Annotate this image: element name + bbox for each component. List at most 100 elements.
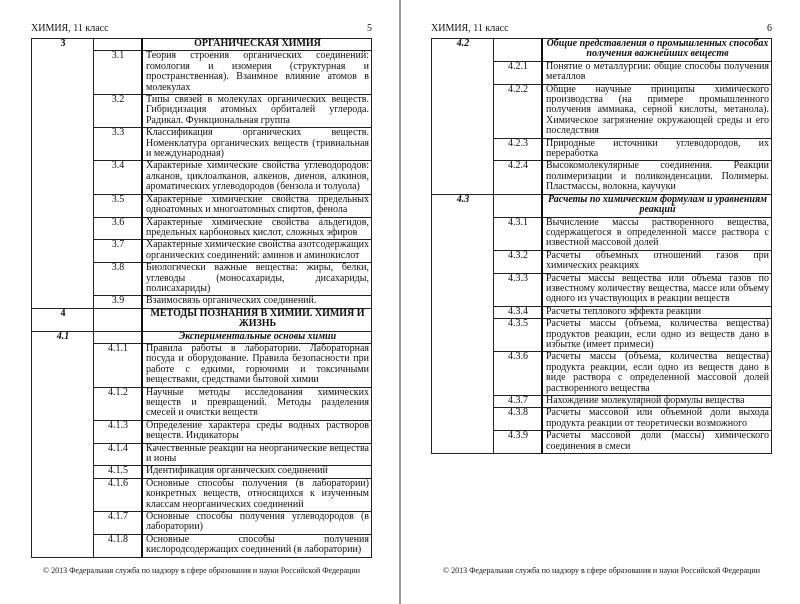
item-text-cell: Расчеты массовой или объемной доли выход… bbox=[541, 407, 772, 432]
item-text-cell: Высокомолекулярные соединения. Реакции п… bbox=[541, 160, 772, 195]
section-code-cell bbox=[431, 273, 494, 307]
item-code-cell bbox=[493, 193, 543, 217]
section-code-cell bbox=[31, 465, 94, 479]
header-title: ХИМИЯ, 11 класс bbox=[31, 23, 109, 34]
table-row: 4.3.7 Нахождение молекулярной формулы вещ… bbox=[431, 394, 772, 409]
table-row: 4.1.2 Научные методы исследования химичес… bbox=[31, 386, 372, 421]
section-code-cell bbox=[31, 262, 94, 296]
section-code-cell bbox=[431, 351, 494, 396]
item-text-cell: Определение характера среды водных раств… bbox=[141, 419, 372, 444]
item-code-cell: 4.3.5 bbox=[493, 318, 543, 353]
item-code-cell: 3.6 bbox=[93, 216, 143, 241]
item-code-cell: 4.2.1 bbox=[493, 60, 543, 85]
section-row: 3 ОРГАНИЧЕСКАЯ ХИМИЯ bbox=[31, 37, 372, 52]
item-text-cell: Типы связей в молекулах органических вещ… bbox=[141, 94, 372, 129]
item-code-cell bbox=[493, 38, 543, 62]
section-code-cell bbox=[31, 534, 94, 558]
item-text-cell: Качественные реакции на неорганические в… bbox=[141, 442, 372, 467]
section-code-cell bbox=[31, 478, 94, 512]
item-code-cell: 4.1.8 bbox=[93, 533, 143, 558]
item-text-cell: Основные способы получения кислородсодер… bbox=[141, 533, 372, 558]
section-code-cell bbox=[431, 407, 494, 431]
section-code-cell bbox=[431, 160, 494, 195]
section-code-cell bbox=[431, 306, 494, 319]
header-title: ХИМИЯ, 11 класс bbox=[431, 23, 509, 34]
page-footer: © 2013 Федеральная служба по надзору в с… bbox=[43, 565, 360, 575]
item-text-cell: Нахождение молекулярной формулы вещества bbox=[541, 394, 772, 409]
section-code-cell bbox=[431, 84, 494, 139]
table-row: 4.1.6 Основные способы получения (в лабор… bbox=[31, 477, 372, 513]
item-code-cell: 3.2 bbox=[93, 94, 143, 129]
item-text-cell: Расчеты массы (объема, количества вещест… bbox=[541, 351, 772, 396]
item-code-cell bbox=[93, 37, 143, 51]
page-left: ХИМИЯ, 11 класс 5 3 ОРГАНИЧЕСКАЯ ХИМИЯ 3.1 Те… bbox=[0, 0, 399, 604]
item-code-cell: 4.3.4 bbox=[493, 305, 543, 320]
table-row: 4.3.8 Расчеты массовой или объемной доли … bbox=[431, 407, 772, 432]
table-row: 4.2.1 Понятие о металлургии: общие способ… bbox=[431, 60, 772, 85]
item-code-cell: 4.1.5 bbox=[93, 465, 143, 479]
item-code-cell: 4.3.6 bbox=[493, 351, 543, 396]
item-text-cell: Характерные химические свойства альдегид… bbox=[141, 216, 372, 241]
table-row: 4.2.2 Общие научные принципы химического … bbox=[431, 83, 772, 139]
page-header: ХИМИЯ, 11 класс 6 bbox=[431, 0, 772, 38]
section-code-cell bbox=[31, 94, 94, 128]
table-row: 4.3.4 Расчеты теплового эффекта реакции bbox=[431, 305, 772, 320]
item-text-cell: Расчеты массовой доли (массы) химическог… bbox=[541, 430, 772, 455]
section-code-cell: 4 bbox=[31, 307, 94, 332]
table-row: 4.3.1 Вычисление массы растворенного веще… bbox=[431, 216, 772, 251]
table-row: 4.1.4 Качественные реакции на неорганичес… bbox=[31, 442, 372, 467]
item-text-cell: Правила работы в лаборатории. Лабораторн… bbox=[141, 342, 372, 388]
item-text-cell: Вычисление массы растворенного вещества,… bbox=[541, 216, 772, 251]
page-spacer bbox=[431, 454, 772, 566]
item-code-cell: 3.4 bbox=[93, 160, 143, 195]
item-text-cell: Характерные химические свойства азотсоде… bbox=[141, 239, 372, 264]
table-row: 4.1.3 Определение характера среды водных … bbox=[31, 419, 372, 444]
table-row: 4.1.7 Основные способы получения углеводо… bbox=[31, 511, 372, 535]
table-row: 4.1.8 Основные способы получения кислород… bbox=[31, 533, 372, 558]
table-row: 3.2 Типы связей в молекулах органических … bbox=[31, 94, 372, 129]
item-code-cell: 3.8 bbox=[93, 262, 143, 297]
item-code-cell bbox=[93, 330, 143, 344]
section-code-cell bbox=[31, 511, 94, 535]
table-row: 3.9 Взаимосвязь органических соединений. bbox=[31, 295, 372, 309]
section-code-cell bbox=[31, 295, 94, 309]
item-code-cell: 3.7 bbox=[93, 239, 143, 264]
table-row: 4.1.1 Правила работы в лаборатории. Лабор… bbox=[31, 342, 372, 388]
item-text-cell: Понятие о металлургии: общие способы пол… bbox=[541, 60, 772, 85]
item-code-cell: 3.9 bbox=[93, 295, 143, 309]
section-title-cell: Экспериментальные основы химии bbox=[141, 330, 372, 344]
table-row: 3.4 Характерные химические свойства углев… bbox=[31, 160, 372, 195]
section-code-cell: 4.2 bbox=[431, 38, 494, 62]
section-code-cell bbox=[31, 239, 94, 263]
item-text-cell: Расчеты массы (объема, количества вещест… bbox=[541, 318, 772, 353]
section-code-cell: 3 bbox=[31, 37, 94, 51]
section-code-cell bbox=[431, 395, 494, 408]
item-text-cell: Характерные химические свойства углеводо… bbox=[141, 160, 372, 195]
item-code-cell: 4.3.3 bbox=[493, 272, 543, 307]
table-row: 4.2.4 Высокомолекулярные соединения. Реак… bbox=[431, 160, 772, 195]
item-text-cell: Основные способы получения углеводородов… bbox=[141, 511, 372, 535]
item-text-cell: Идентификация органических соединений bbox=[141, 465, 372, 479]
item-text-cell: Природные источники углеводородов, их пе… bbox=[541, 137, 772, 162]
table-row: 3.8 Биологически важные вещества: жиры, б… bbox=[31, 262, 372, 297]
item-code-cell: 3.3 bbox=[93, 127, 143, 162]
section-title-cell: МЕТОДЫ ПОЗНАНИЯ В ХИМИИ. ХИМИЯ И ЖИЗНЬ bbox=[141, 307, 372, 332]
item-text-cell: Расчеты объемных отношений газов при хим… bbox=[541, 249, 772, 274]
section-row: 4.3 Расчеты по химическим формулам и урав… bbox=[431, 193, 772, 218]
section-code-cell bbox=[31, 50, 94, 95]
page-header: ХИМИЯ, 11 класс 5 bbox=[31, 0, 372, 38]
item-text-cell: Характерные химические свойства предельн… bbox=[141, 193, 372, 218]
section-code-cell bbox=[431, 250, 494, 274]
item-code-cell: 4.3.7 bbox=[493, 394, 543, 409]
item-code-cell: 4.1.3 bbox=[93, 419, 143, 444]
item-code-cell: 4.1.7 bbox=[93, 511, 143, 535]
item-text-cell: Биологически важные вещества: жиры, белк… bbox=[141, 262, 372, 297]
section-code-cell bbox=[31, 343, 94, 388]
section-code-cell bbox=[431, 318, 494, 352]
table-row: 4.3.2 Расчеты объемных отношений газов пр… bbox=[431, 249, 772, 274]
table-row: 3.3 Классификация органических веществ. Н… bbox=[31, 127, 372, 162]
page-footer: © 2013 Федеральная служба по надзору в с… bbox=[443, 565, 760, 575]
table-row: 4.3.6 Расчеты массы (объема, количества в… bbox=[431, 351, 772, 396]
item-text-cell: Теория строения органических соединений:… bbox=[141, 50, 372, 96]
